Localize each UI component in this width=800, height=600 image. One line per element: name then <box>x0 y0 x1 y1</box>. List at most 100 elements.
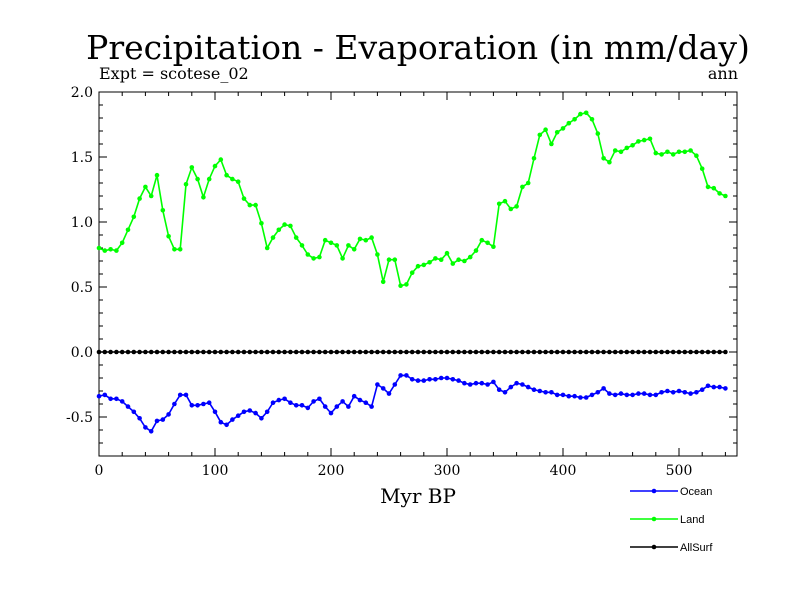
data-point-land <box>299 243 305 248</box>
data-point-ocean <box>363 400 369 406</box>
data-point-land <box>670 152 676 157</box>
data-point-ocean <box>537 388 543 394</box>
data-point-land <box>119 240 125 246</box>
data-point-land <box>131 214 137 220</box>
y-tick-label: 2.0 <box>71 85 93 101</box>
data-point-allsurf <box>688 349 693 355</box>
data-point-ocean <box>601 386 606 391</box>
data-point-land <box>363 237 369 243</box>
data-point-land <box>502 198 508 204</box>
data-point-allsurf <box>450 349 456 355</box>
data-point-allsurf <box>241 349 247 355</box>
data-point-allsurf <box>218 349 224 355</box>
data-point-allsurf <box>195 349 200 355</box>
data-point-allsurf <box>270 349 276 355</box>
data-point-land <box>578 111 583 117</box>
data-point-ocean <box>491 379 496 385</box>
data-point-land <box>583 110 589 116</box>
data-point-land <box>328 240 334 246</box>
data-point-land <box>618 149 624 155</box>
data-point-ocean <box>317 396 322 402</box>
data-point-allsurf <box>595 349 601 355</box>
data-point-allsurf <box>578 349 583 355</box>
data-point-allsurf <box>491 349 496 355</box>
data-point-allsurf <box>305 349 311 355</box>
data-point-allsurf <box>119 349 125 355</box>
data-point-ocean <box>641 391 647 396</box>
legend-label: Ocean <box>680 486 712 498</box>
data-point-ocean <box>392 382 398 387</box>
data-point-allsurf <box>601 349 606 355</box>
data-point-allsurf <box>160 349 166 355</box>
data-point-land <box>404 282 409 287</box>
data-point-allsurf <box>572 349 577 355</box>
data-point-ocean <box>195 403 200 408</box>
data-point-land <box>317 254 322 260</box>
data-point-allsurf <box>386 349 392 355</box>
legend-label: AllSurf <box>680 542 713 554</box>
data-point-land <box>247 202 253 208</box>
data-point-allsurf <box>444 349 450 355</box>
series-land <box>96 110 728 289</box>
data-point-allsurf <box>166 349 171 355</box>
data-point-land <box>125 227 131 233</box>
y-tick-label: 1.5 <box>71 150 93 166</box>
data-point-allsurf <box>177 349 183 355</box>
data-point-allsurf <box>438 349 444 355</box>
data-point-land <box>641 137 647 143</box>
data-point-ocean <box>467 382 473 387</box>
data-point-land <box>177 247 183 252</box>
data-point-land <box>485 240 490 246</box>
data-point-allsurf <box>717 349 722 355</box>
data-point-land <box>224 172 229 178</box>
data-point-allsurf <box>554 349 560 355</box>
data-point-allsurf <box>543 349 548 355</box>
data-point-land <box>264 245 270 251</box>
data-point-allsurf <box>665 349 670 355</box>
data-point-ocean <box>212 409 218 415</box>
chart-subtitle-left: Expt = scotese_02 <box>99 64 249 83</box>
data-point-land <box>438 257 444 263</box>
data-point-land <box>531 156 537 161</box>
data-point-land <box>293 235 299 240</box>
data-point-ocean <box>711 384 717 390</box>
y-tick-label: 0.0 <box>71 345 93 361</box>
data-point-allsurf <box>259 349 264 355</box>
x-tick-label: 100 <box>202 463 229 479</box>
data-point-land <box>612 148 618 153</box>
data-point-land <box>230 176 235 182</box>
data-point-land <box>102 248 108 253</box>
data-point-allsurf <box>143 349 148 355</box>
data-point-allsurf <box>433 349 438 355</box>
data-point-ocean <box>572 393 577 399</box>
data-point-ocean <box>357 397 363 403</box>
data-point-ocean <box>717 384 722 390</box>
data-point-ocean <box>264 409 270 415</box>
x-axis-label: Myr BP <box>380 484 456 508</box>
data-point-allsurf <box>699 349 705 355</box>
data-point-land <box>450 261 456 266</box>
data-point-ocean <box>305 405 311 411</box>
data-point-allsurf <box>624 349 630 355</box>
data-point-land <box>108 247 113 252</box>
data-point-allsurf <box>705 349 711 355</box>
data-point-land <box>496 201 502 207</box>
data-point-ocean <box>201 401 206 407</box>
data-point-allsurf <box>201 349 206 355</box>
data-point-ocean <box>479 380 485 386</box>
data-point-ocean <box>119 399 125 404</box>
data-point-land <box>392 257 398 263</box>
data-point-allsurf <box>473 349 479 355</box>
data-point-ocean <box>137 416 142 421</box>
data-point-allsurf <box>102 349 108 355</box>
data-point-land <box>253 202 258 208</box>
data-point-ocean <box>607 391 612 396</box>
data-point-land <box>235 179 241 184</box>
data-point-land <box>195 176 200 182</box>
data-point-ocean <box>166 412 171 417</box>
data-point-ocean <box>218 419 224 425</box>
data-point-land <box>96 245 102 251</box>
data-point-land <box>537 132 543 138</box>
data-point-ocean <box>172 401 177 407</box>
data-point-land <box>711 185 717 191</box>
